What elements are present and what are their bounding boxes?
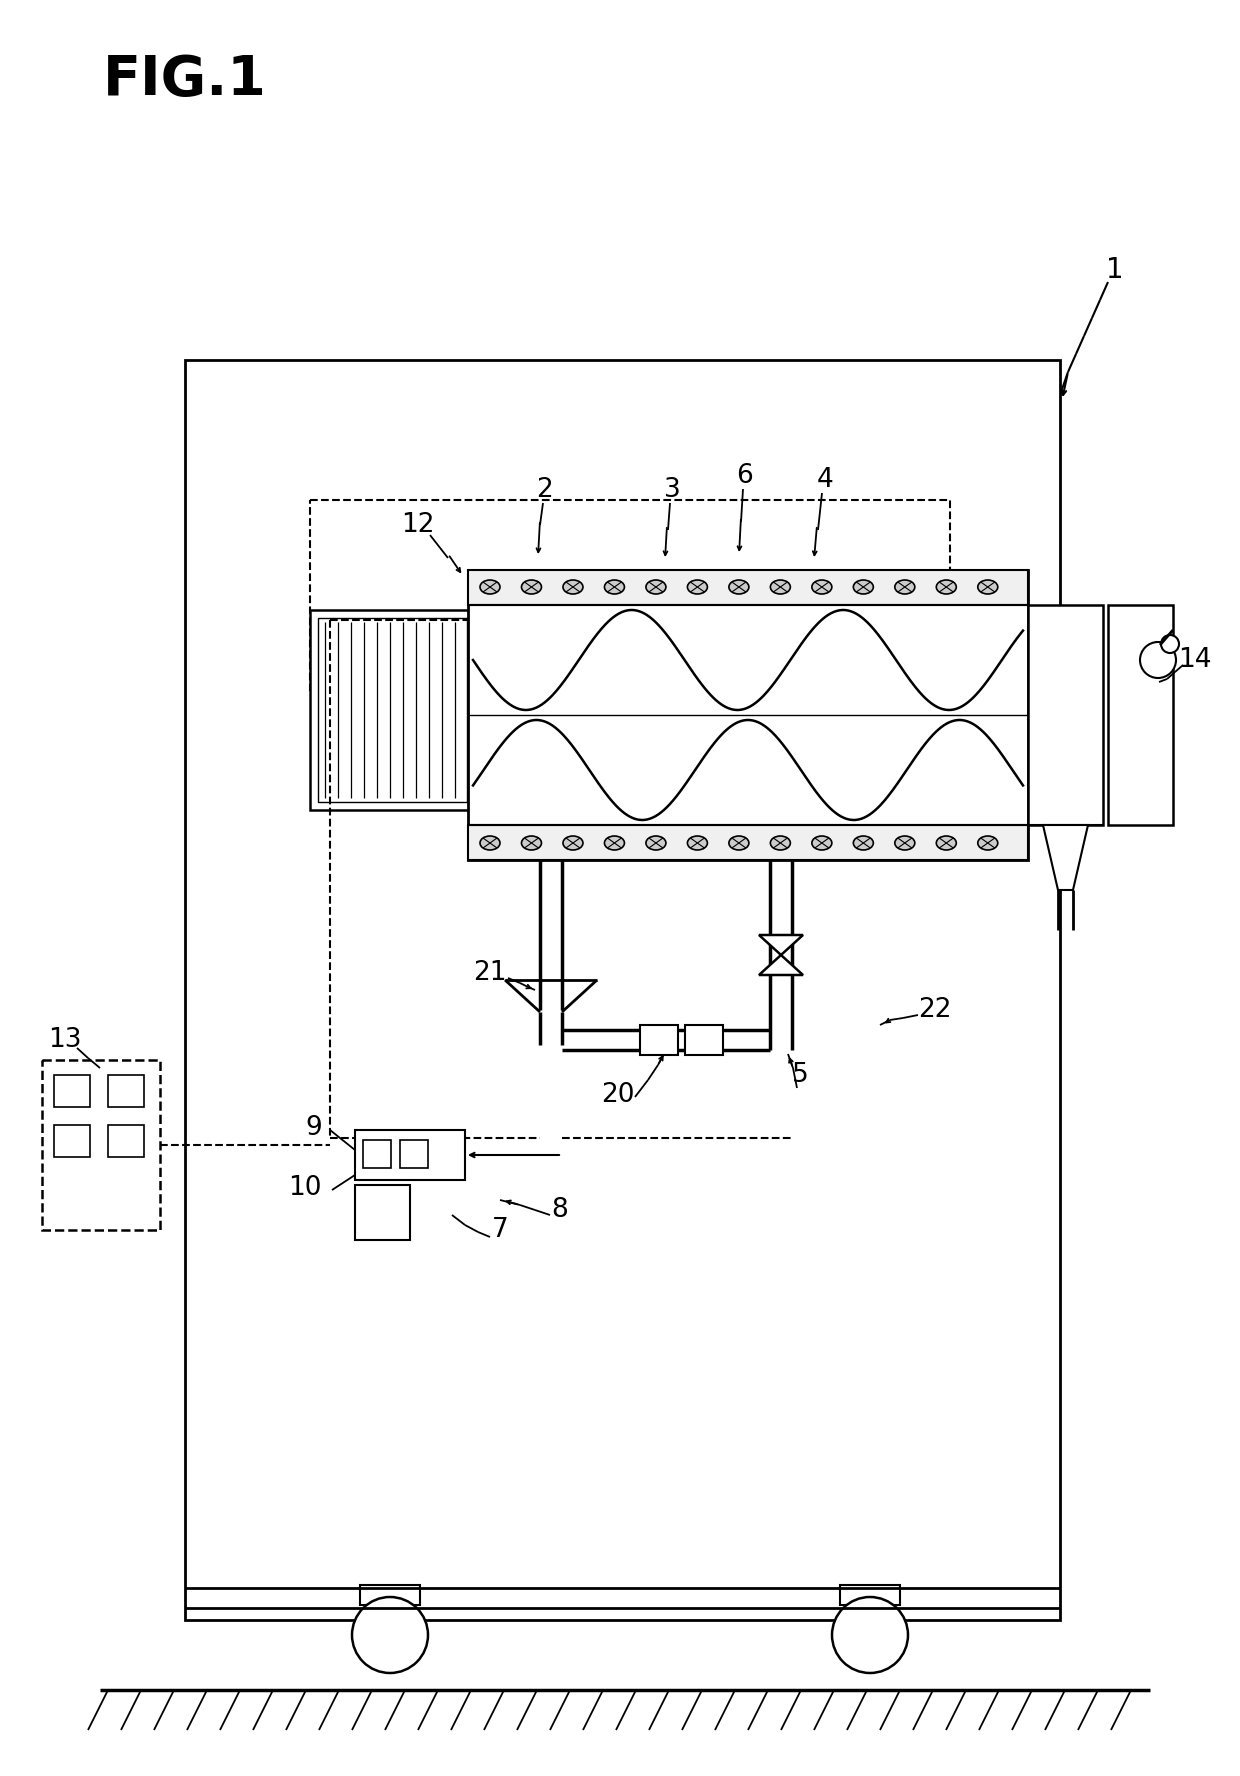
Bar <box>355 1130 465 1179</box>
Text: 4: 4 <box>817 467 833 494</box>
Ellipse shape <box>895 836 915 851</box>
Ellipse shape <box>770 581 790 593</box>
Ellipse shape <box>480 581 500 593</box>
Ellipse shape <box>936 581 956 593</box>
Text: 7: 7 <box>491 1217 508 1243</box>
Text: 20: 20 <box>601 1082 635 1108</box>
Ellipse shape <box>978 836 998 851</box>
Bar <box>317 618 467 803</box>
Ellipse shape <box>604 581 625 593</box>
Text: 5: 5 <box>791 1062 808 1089</box>
Bar <box>185 361 1060 1620</box>
Circle shape <box>352 1597 428 1673</box>
Bar <box>310 501 950 691</box>
Text: 6: 6 <box>737 464 754 488</box>
Text: 1: 1 <box>1106 256 1123 284</box>
Text: 10: 10 <box>289 1176 322 1201</box>
Ellipse shape <box>895 581 915 593</box>
Bar <box>310 609 475 810</box>
Ellipse shape <box>853 836 873 851</box>
Text: 22: 22 <box>919 996 952 1023</box>
Bar <box>467 570 1028 606</box>
Ellipse shape <box>522 836 542 851</box>
Polygon shape <box>759 934 804 955</box>
Text: 9: 9 <box>305 1115 322 1140</box>
Bar <box>360 1584 420 1606</box>
Text: FIG.1: FIG.1 <box>103 53 267 107</box>
Circle shape <box>832 1597 908 1673</box>
Ellipse shape <box>770 836 790 851</box>
Ellipse shape <box>646 581 666 593</box>
Ellipse shape <box>729 581 749 593</box>
Bar <box>363 1140 391 1169</box>
Ellipse shape <box>812 581 832 593</box>
Polygon shape <box>1043 826 1087 890</box>
Circle shape <box>1140 641 1176 678</box>
Text: 12: 12 <box>402 511 435 538</box>
Ellipse shape <box>480 836 500 851</box>
Text: 2: 2 <box>537 478 553 503</box>
Bar <box>55 1124 91 1156</box>
Ellipse shape <box>936 836 956 851</box>
Ellipse shape <box>646 836 666 851</box>
Bar <box>42 1060 160 1231</box>
Ellipse shape <box>687 836 707 851</box>
Bar <box>467 826 1028 860</box>
Bar <box>839 1584 900 1606</box>
Bar <box>355 1185 410 1240</box>
Ellipse shape <box>522 581 542 593</box>
Ellipse shape <box>853 581 873 593</box>
Bar <box>108 1074 144 1106</box>
Bar <box>467 570 1028 860</box>
Bar <box>640 1025 678 1055</box>
Polygon shape <box>759 955 804 975</box>
Bar <box>55 1074 91 1106</box>
Text: 13: 13 <box>48 1027 82 1053</box>
Text: 8: 8 <box>552 1197 568 1224</box>
Bar <box>684 1025 723 1055</box>
Text: 14: 14 <box>1178 646 1211 673</box>
Bar <box>1028 606 1104 826</box>
Bar <box>108 1124 144 1156</box>
Ellipse shape <box>687 581 707 593</box>
Ellipse shape <box>812 836 832 851</box>
Circle shape <box>1161 636 1179 654</box>
Ellipse shape <box>978 581 998 593</box>
Text: 21: 21 <box>474 961 507 986</box>
Ellipse shape <box>729 836 749 851</box>
Bar <box>401 1140 428 1169</box>
Ellipse shape <box>563 836 583 851</box>
Bar <box>1109 606 1173 826</box>
Text: 3: 3 <box>663 478 681 503</box>
Ellipse shape <box>563 581 583 593</box>
Ellipse shape <box>604 836 625 851</box>
